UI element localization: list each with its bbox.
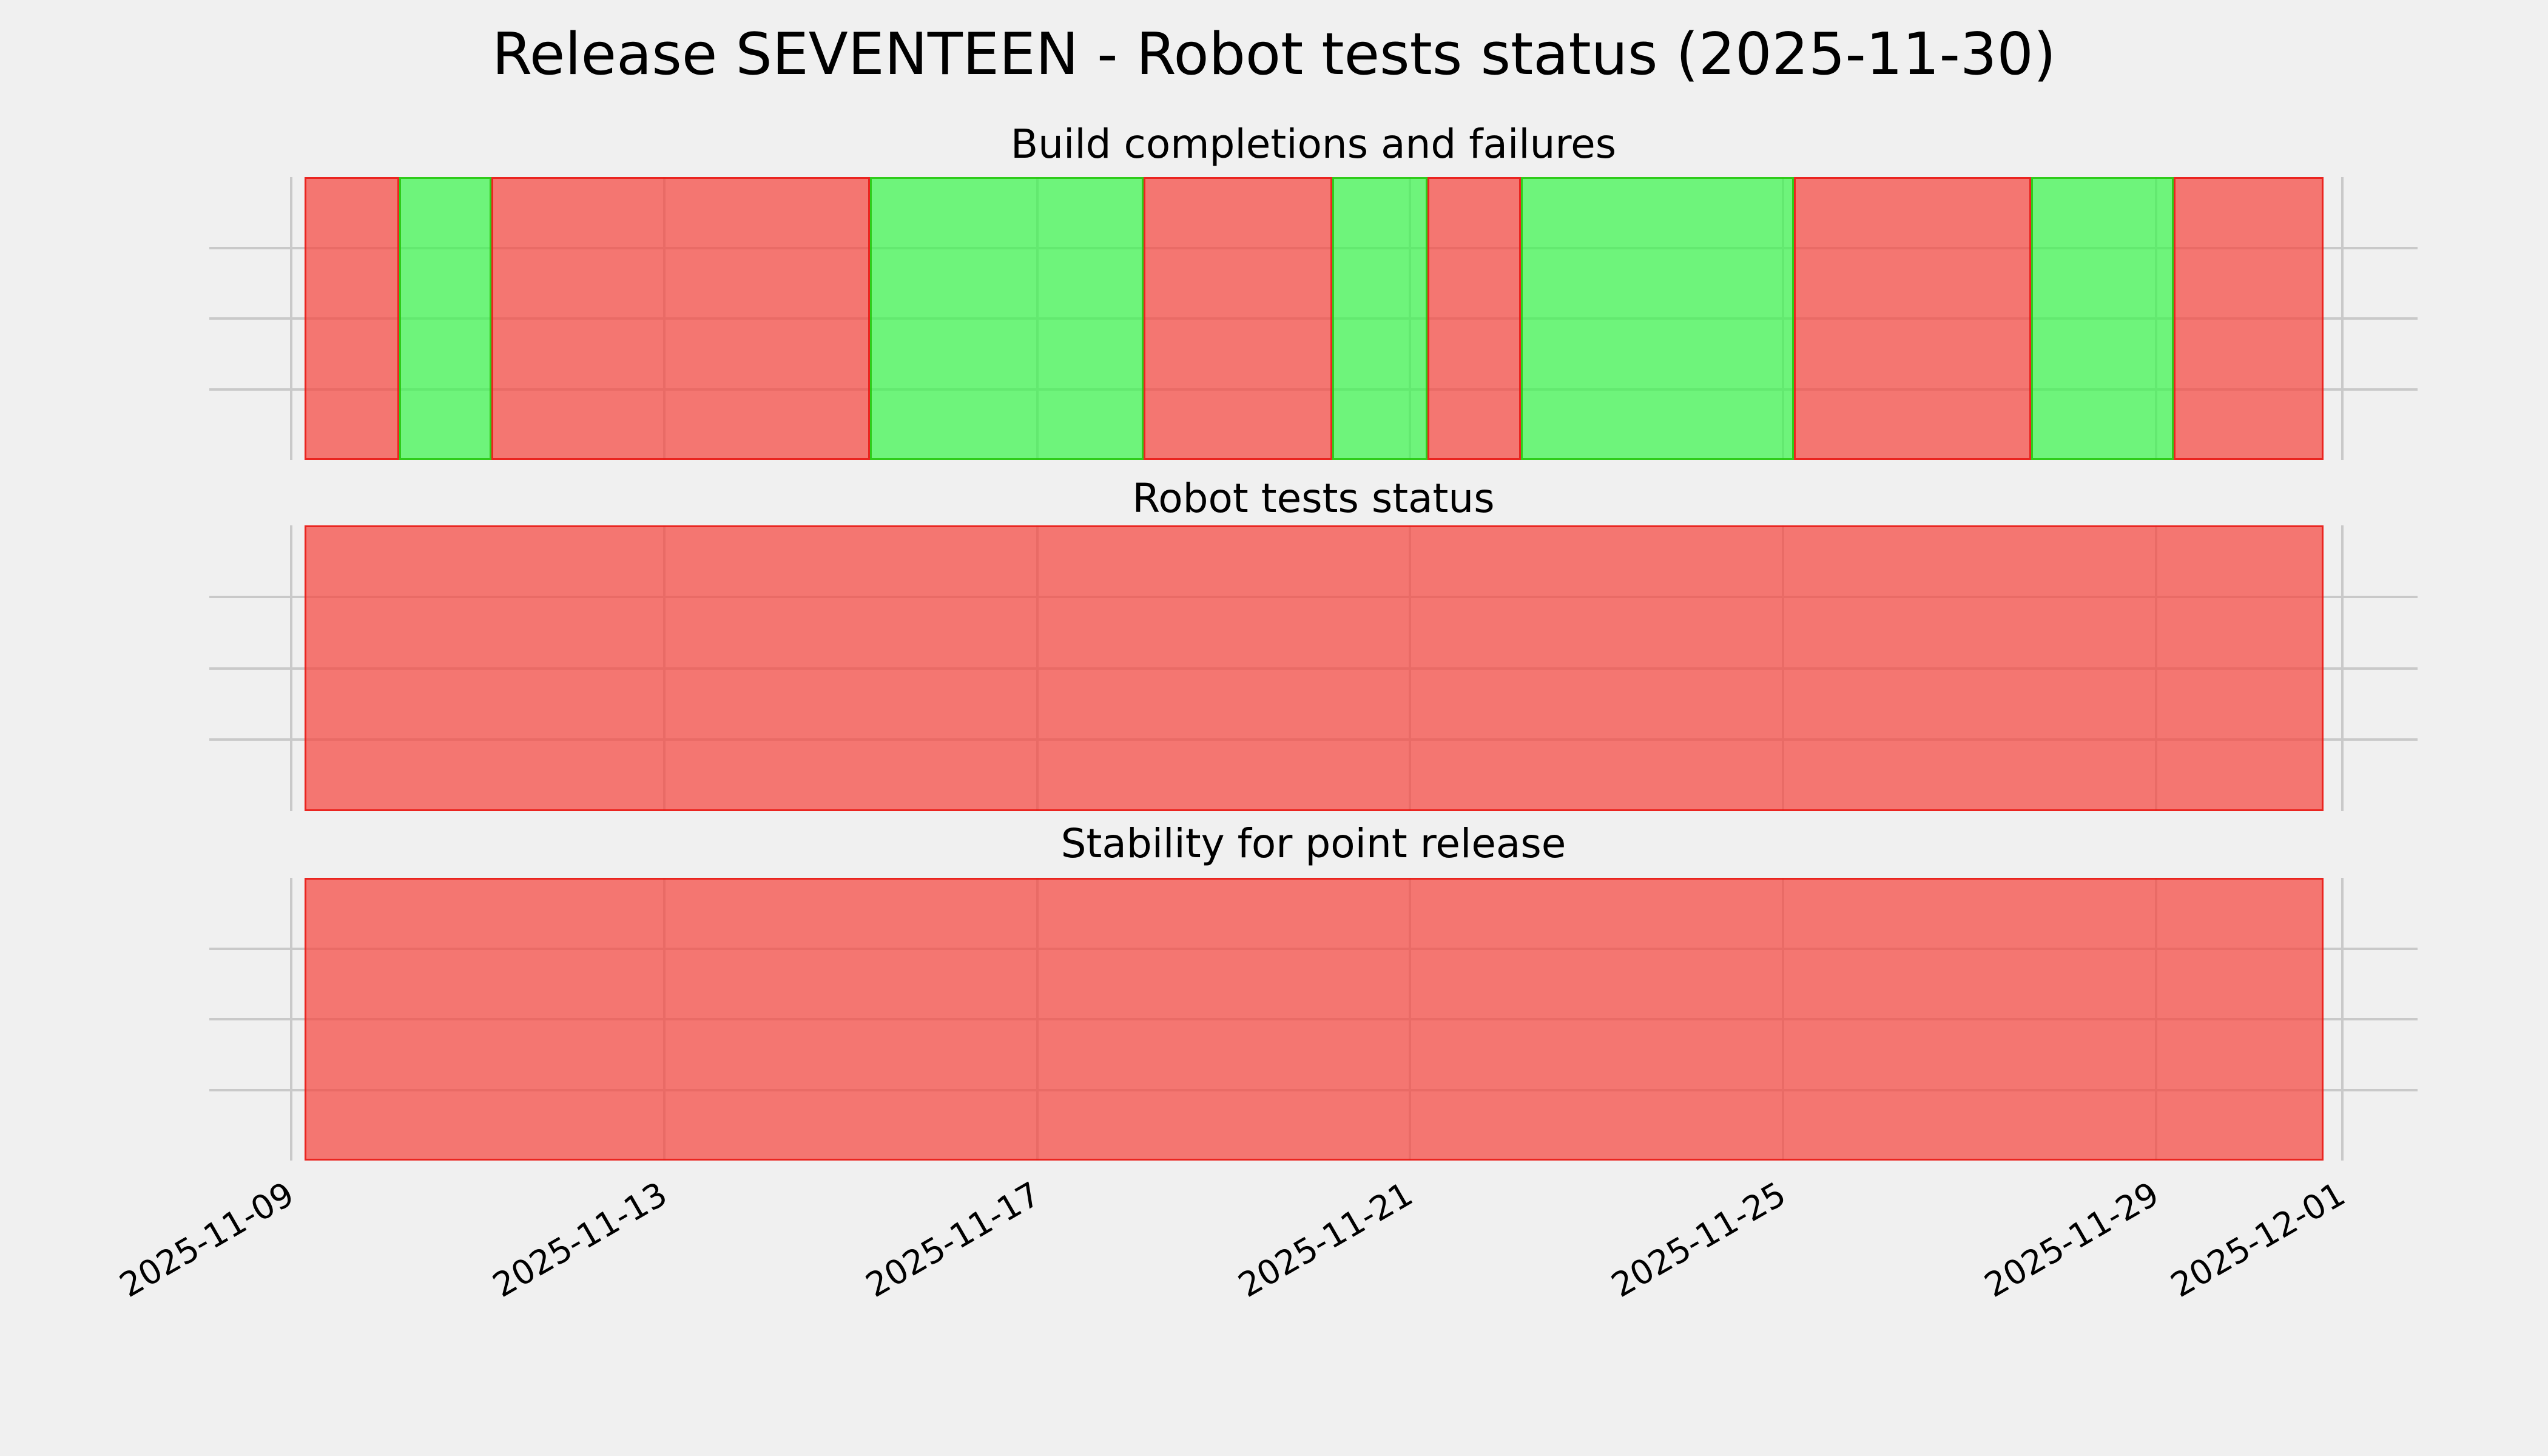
x-tick-label: 2025-12-01 xyxy=(2164,1174,2352,1305)
status-band-fail xyxy=(304,878,2324,1161)
x-gridline xyxy=(290,878,293,1161)
plot-stability xyxy=(209,878,2418,1161)
x-gridline xyxy=(290,525,293,811)
status-band-fail xyxy=(304,525,2324,811)
status-band-fail xyxy=(304,177,400,460)
x-gridline xyxy=(2341,525,2344,811)
x-gridline xyxy=(2341,177,2344,460)
status-band-fail xyxy=(491,177,871,460)
status-band-fail xyxy=(1427,177,1522,460)
x-tick-label: 2025-11-29 xyxy=(1978,1174,2166,1305)
plot-robot-tests xyxy=(209,525,2418,811)
x-tick-label: 2025-11-21 xyxy=(1232,1174,1420,1305)
x-gridline xyxy=(2341,878,2344,1161)
x-gridline xyxy=(290,177,293,460)
status-band-pass xyxy=(1521,177,1795,460)
plot-build-completions xyxy=(209,177,2418,460)
subplot-title-stability: Stability for point release xyxy=(1060,820,1566,867)
x-tick-label: 2025-11-09 xyxy=(113,1174,301,1305)
status-band-fail xyxy=(1144,177,1332,460)
subplot-title-build-completions: Build completions and failures xyxy=(1010,121,1617,167)
status-band-pass xyxy=(2031,177,2174,460)
status-band-fail xyxy=(2174,177,2324,460)
status-band-pass xyxy=(1332,177,1427,460)
figure-title: Release SEVENTEEN - Robot tests status (… xyxy=(492,21,2056,88)
status-band-pass xyxy=(870,177,1144,460)
x-tick-label: 2025-11-17 xyxy=(859,1174,1047,1305)
subplot-title-robot-tests: Robot tests status xyxy=(1132,475,1495,522)
x-tick-label: 2025-11-13 xyxy=(486,1174,674,1305)
status-band-fail xyxy=(1794,177,2031,460)
status-band-pass xyxy=(399,177,491,460)
x-tick-label: 2025-11-25 xyxy=(1605,1174,1793,1305)
